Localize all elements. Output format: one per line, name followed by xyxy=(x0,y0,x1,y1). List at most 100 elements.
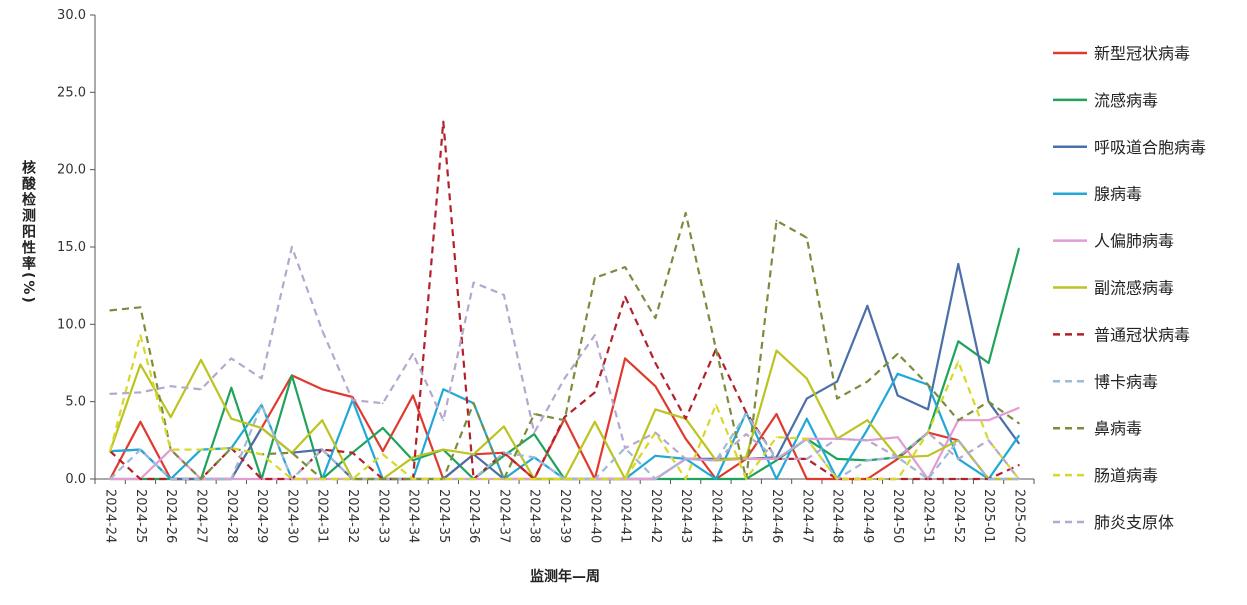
data-point xyxy=(1017,247,1020,250)
data-point xyxy=(290,451,293,454)
x-tick-label: 2024-32 xyxy=(345,489,360,543)
data-point xyxy=(1017,478,1020,480)
series-group xyxy=(109,349,1020,481)
series-group xyxy=(109,372,1020,481)
data-point xyxy=(563,419,566,422)
series-line xyxy=(109,334,1020,481)
data-point xyxy=(260,377,263,380)
data-point xyxy=(412,394,414,397)
x-tick-label: 2024-44 xyxy=(708,489,723,543)
data-point xyxy=(896,352,899,355)
data-point xyxy=(866,478,869,480)
x-axis-title: 监测年—周 xyxy=(530,568,600,585)
data-point xyxy=(321,419,324,422)
x-tick-label: 2024-46 xyxy=(769,489,784,543)
data-point xyxy=(866,419,869,422)
data-point xyxy=(533,413,536,415)
data-point xyxy=(866,304,869,307)
series-group xyxy=(109,245,1020,480)
data-point xyxy=(290,246,293,248)
data-point xyxy=(866,428,869,431)
legend-label: 普通冠状病毒 xyxy=(1094,325,1190,344)
data-point xyxy=(533,433,536,436)
data-point xyxy=(472,281,475,284)
x-tick-label: 2024-48 xyxy=(830,489,845,543)
data-point xyxy=(563,377,566,380)
data-point xyxy=(654,362,657,364)
data-point xyxy=(260,403,263,406)
y-tick-label: 30.0 xyxy=(57,8,86,23)
data-point xyxy=(503,451,505,454)
x-tick-label: 2024-51 xyxy=(920,489,935,543)
data-point xyxy=(109,393,112,395)
data-point xyxy=(836,478,839,480)
y-tick-label: 5.0 xyxy=(65,395,86,410)
data-point xyxy=(684,417,687,420)
data-point xyxy=(200,359,202,361)
data-point xyxy=(624,478,626,480)
data-point xyxy=(684,437,687,440)
data-point xyxy=(442,448,445,451)
data-point xyxy=(715,348,717,350)
data-point xyxy=(987,478,990,480)
data-point xyxy=(593,391,596,394)
data-point xyxy=(321,329,324,332)
data-point xyxy=(684,478,687,480)
data-point xyxy=(381,453,384,456)
y-axis: 0.0 5.0 10.0 15.0 20.0 25.0 30.0 xyxy=(57,8,96,487)
data-point xyxy=(957,478,960,480)
series-line xyxy=(110,262,1020,481)
data-point xyxy=(624,357,626,360)
data-point xyxy=(927,454,929,457)
legend-label: 肺炎支原体 xyxy=(1094,513,1174,532)
series-layer xyxy=(109,120,1020,481)
data-point xyxy=(1017,406,1020,409)
data-point xyxy=(836,457,839,460)
data-point xyxy=(472,478,475,480)
data-point xyxy=(805,397,808,400)
data-point xyxy=(896,456,899,459)
data-point xyxy=(775,457,778,460)
data-point xyxy=(775,349,778,352)
data-point xyxy=(593,334,596,337)
x-axis: 2024-24 2024-25 2024-26 2024-27 2024-28 2024-… xyxy=(94,478,1035,543)
y-ticks: 0.0 5.0 10.0 15.0 20.0 25.0 30.0 xyxy=(57,8,95,487)
data-point xyxy=(503,478,505,480)
data-point xyxy=(563,416,566,419)
data-point xyxy=(1017,442,1020,445)
data-point xyxy=(412,478,414,480)
legend-label: 呼吸道合胞病毒 xyxy=(1094,138,1206,157)
data-point xyxy=(805,457,808,460)
x-tick-label: 2024-26 xyxy=(163,489,178,543)
x-tick-label: 2024-39 xyxy=(557,489,572,543)
data-point xyxy=(593,277,596,279)
data-point xyxy=(381,402,384,405)
data-point xyxy=(563,478,566,480)
data-point xyxy=(169,448,172,451)
legend-label: 博卡病毒 xyxy=(1094,372,1158,391)
data-point xyxy=(533,431,536,434)
x-tick-label: 2024-31 xyxy=(315,489,330,543)
x-tick-label: 2024-49 xyxy=(860,489,875,543)
data-point xyxy=(896,436,899,439)
x-tick-label: 2024-43 xyxy=(678,489,693,543)
data-point xyxy=(957,360,960,363)
data-point xyxy=(927,478,929,480)
data-point xyxy=(805,236,808,239)
data-point xyxy=(775,478,778,480)
data-point xyxy=(412,456,414,459)
data-point xyxy=(169,416,172,419)
data-point xyxy=(654,454,657,457)
y-tick-label: 20.0 xyxy=(57,163,86,178)
x-tick-label: 2024-29 xyxy=(254,489,269,543)
data-point xyxy=(200,448,202,451)
legend-label: 副流感病毒 xyxy=(1094,279,1174,298)
data-point xyxy=(260,453,263,456)
data-point xyxy=(896,478,899,480)
data-point xyxy=(412,459,414,462)
data-point xyxy=(624,266,626,269)
data-point xyxy=(321,478,324,480)
data-point xyxy=(805,478,808,480)
data-point xyxy=(745,411,748,414)
